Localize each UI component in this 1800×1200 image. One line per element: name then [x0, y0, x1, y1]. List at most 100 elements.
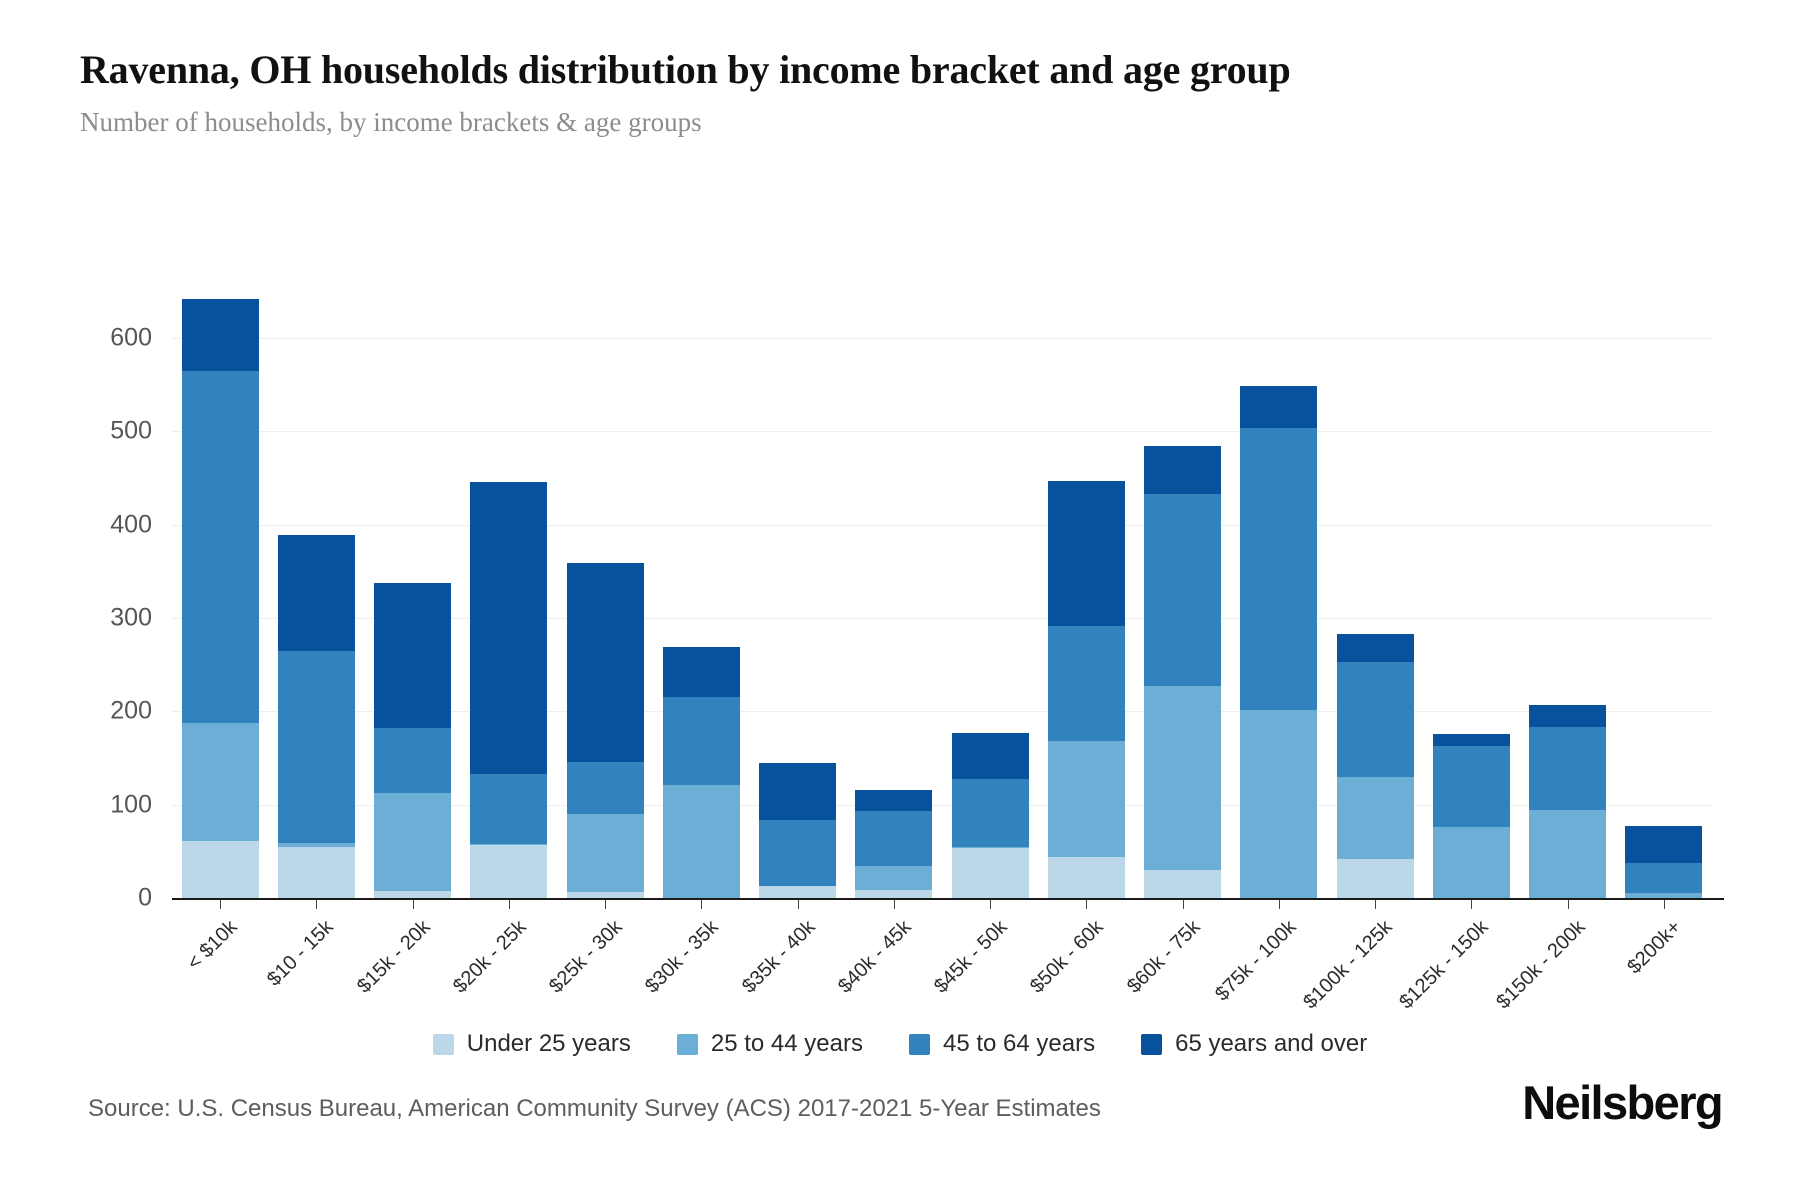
- legend-item-label: 25 to 44 years: [710, 1030, 863, 1057]
- y-axis-tick-label: 100: [110, 790, 152, 819]
- gridline: [172, 618, 1712, 619]
- bar-segment[interactable]: [1336, 858, 1414, 898]
- x-axis-line: [172, 898, 1724, 900]
- bar-segment[interactable]: [277, 846, 355, 898]
- legend-item[interactable]: 45 to 64 years: [908, 1030, 1096, 1058]
- bar-segment[interactable]: [1144, 493, 1222, 687]
- bar-group[interactable]: [1047, 480, 1125, 898]
- bar-segment[interactable]: [1240, 427, 1318, 711]
- bar-segment[interactable]: [1625, 826, 1703, 863]
- bar-segment[interactable]: [1336, 633, 1414, 662]
- bar-segment[interactable]: [1432, 745, 1510, 828]
- x-axis-tick: [1567, 900, 1569, 909]
- x-axis-tick-label: $75k - 100k: [1210, 916, 1301, 1006]
- bar-segment[interactable]: [1529, 704, 1607, 728]
- bar-segment[interactable]: [662, 697, 740, 786]
- x-axis-tick-label: $125k - 150k: [1395, 916, 1493, 1014]
- y-axis-tick-label: 200: [110, 696, 152, 725]
- bar-segment[interactable]: [470, 773, 548, 844]
- bar-segment[interactable]: [1625, 893, 1703, 898]
- bar-segment[interactable]: [1432, 827, 1510, 898]
- bar-segment[interactable]: [1047, 741, 1125, 857]
- bar-segment[interactable]: [277, 842, 355, 847]
- legend-item[interactable]: Under 25 years: [432, 1030, 631, 1058]
- bar-segment[interactable]: [1047, 856, 1125, 898]
- bar-group[interactable]: [470, 481, 548, 898]
- bar-segment[interactable]: [951, 847, 1029, 898]
- bar-group[interactable]: [951, 732, 1029, 898]
- bar-segment[interactable]: [1047, 480, 1125, 626]
- bar-segment[interactable]: [855, 811, 933, 867]
- bar-segment[interactable]: [951, 732, 1029, 779]
- bar-segment[interactable]: [662, 646, 740, 698]
- bar-segment[interactable]: [1336, 661, 1414, 777]
- bar-group[interactable]: [1625, 826, 1703, 898]
- bar-segment[interactable]: [470, 481, 548, 774]
- bar-segment[interactable]: [1144, 870, 1222, 898]
- bar-segment[interactable]: [1625, 862, 1703, 894]
- legend-item[interactable]: 25 to 44 years: [676, 1030, 863, 1058]
- bar-segment[interactable]: [1240, 385, 1318, 428]
- bar-segment[interactable]: [566, 892, 644, 898]
- x-axis-tick: [1375, 900, 1377, 909]
- bar-group[interactable]: [566, 562, 644, 898]
- x-axis-tick: [893, 900, 895, 909]
- y-axis-tick-label: 400: [110, 510, 152, 539]
- bar-segment[interactable]: [855, 889, 933, 898]
- bar-segment[interactable]: [374, 792, 452, 891]
- x-axis-tick-label: $150k - 200k: [1491, 916, 1590, 1014]
- bar-group[interactable]: [1144, 446, 1222, 898]
- legend-item-label: 45 to 64 years: [942, 1030, 1096, 1057]
- bar-segment[interactable]: [1336, 776, 1414, 859]
- x-axis-tick-label: $10 - 15k: [263, 916, 338, 991]
- bar-segment[interactable]: [181, 370, 259, 723]
- bar-group[interactable]: [1432, 733, 1510, 898]
- bar-group[interactable]: [181, 298, 259, 898]
- bar-segment[interactable]: [470, 843, 548, 845]
- bar-segment[interactable]: [277, 534, 355, 651]
- bar-segment[interactable]: [181, 722, 259, 842]
- y-axis-tick-label: 500: [110, 416, 152, 445]
- bar-segment[interactable]: [374, 890, 452, 898]
- bar-group[interactable]: [662, 646, 740, 898]
- bar-group[interactable]: [759, 762, 837, 898]
- bar-segment[interactable]: [759, 819, 837, 886]
- bar-segment[interactable]: [566, 761, 644, 815]
- bar-segment[interactable]: [470, 844, 548, 898]
- chart-header: Ravenna, OH households distribution by i…: [80, 46, 1720, 138]
- bar-segment[interactable]: [1240, 710, 1318, 898]
- legend-swatch-icon: [908, 1033, 930, 1055]
- chart-legend: Under 25 years 25 to 44 years 45 to 64 yea…: [0, 1030, 1800, 1058]
- bar-segment[interactable]: [759, 762, 837, 820]
- bar-group[interactable]: [277, 534, 355, 898]
- bar-segment[interactable]: [566, 814, 644, 893]
- bar-group[interactable]: [1240, 385, 1318, 898]
- gridline: [172, 524, 1712, 526]
- bar-segment[interactable]: [662, 785, 740, 898]
- bar-segment[interactable]: [951, 778, 1029, 847]
- bar-segment[interactable]: [374, 582, 452, 729]
- bar-segment[interactable]: [1432, 733, 1510, 746]
- bar-segment[interactable]: [855, 789, 933, 812]
- bar-group[interactable]: [855, 789, 933, 898]
- bar-segment[interactable]: [181, 298, 259, 371]
- bar-group[interactable]: [374, 582, 452, 898]
- bar-segment[interactable]: [566, 562, 644, 762]
- bar-segment[interactable]: [1144, 686, 1222, 870]
- bar-segment[interactable]: [374, 728, 452, 793]
- bar-segment[interactable]: [181, 841, 259, 898]
- bar-segment[interactable]: [1144, 446, 1222, 494]
- bar-segment[interactable]: [1529, 727, 1607, 811]
- bar-segment[interactable]: [759, 885, 837, 898]
- legend-item[interactable]: 65 years and over: [1141, 1030, 1367, 1058]
- brand-logo: Neilsberg: [1522, 1076, 1723, 1129]
- bar-group[interactable]: [1529, 704, 1607, 898]
- bar-segment[interactable]: [1529, 810, 1607, 898]
- gridline: [172, 711, 1712, 713]
- x-axis-tick: [220, 900, 222, 909]
- bar-segment[interactable]: [855, 866, 933, 890]
- bar-group[interactable]: [1336, 633, 1414, 898]
- bar-segment[interactable]: [277, 650, 355, 843]
- bar-segment[interactable]: [1047, 625, 1125, 742]
- bar-segment[interactable]: [951, 846, 1029, 848]
